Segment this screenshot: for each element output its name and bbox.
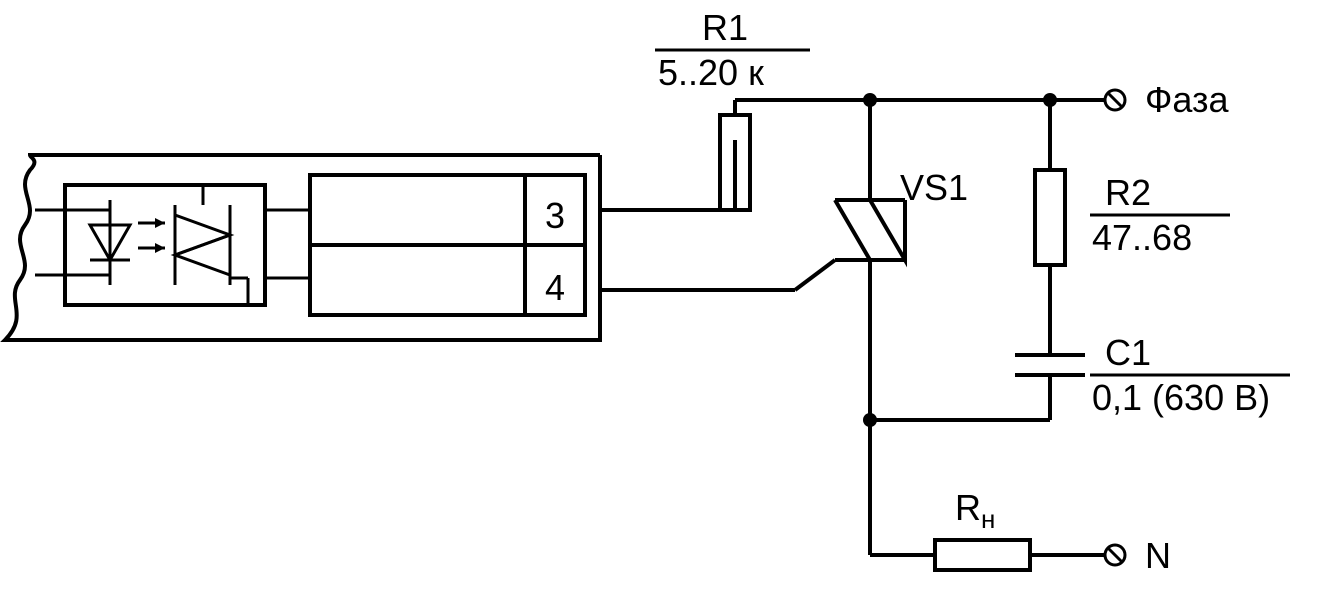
vs1-gate (795, 260, 835, 290)
pin3-label: 3 (545, 195, 565, 236)
schematic-svg: 3 4 R1 5..20 к VS1 R2 47..68 C1 0,1 (630… (0, 0, 1325, 608)
phase-label: Фаза (1145, 79, 1229, 120)
vs1-tri-left (835, 200, 870, 260)
r1-value: 5..20 к (658, 52, 764, 93)
rn-designator: Rн (955, 487, 995, 534)
opto-triac-tri1 (175, 215, 230, 255)
light-arrow1-head (155, 218, 165, 228)
vs1-designator: VS1 (900, 167, 968, 208)
r2-body (1035, 170, 1065, 265)
module-outline (5, 155, 600, 340)
opto-box (65, 185, 265, 305)
c1-value: 0,1 (630 В) (1092, 377, 1270, 418)
light-arrow2-head (155, 243, 165, 253)
rn-body (935, 540, 1030, 570)
c1-designator: C1 (1105, 332, 1151, 373)
r2-designator: R2 (1105, 172, 1151, 213)
r2-value: 47..68 (1092, 217, 1192, 258)
vs1-tri-right (870, 200, 905, 260)
r1-designator: R1 (702, 7, 748, 48)
opto-triac-tri2 (175, 235, 230, 275)
pin4-label: 4 (545, 267, 565, 308)
n-label: N (1145, 535, 1171, 576)
